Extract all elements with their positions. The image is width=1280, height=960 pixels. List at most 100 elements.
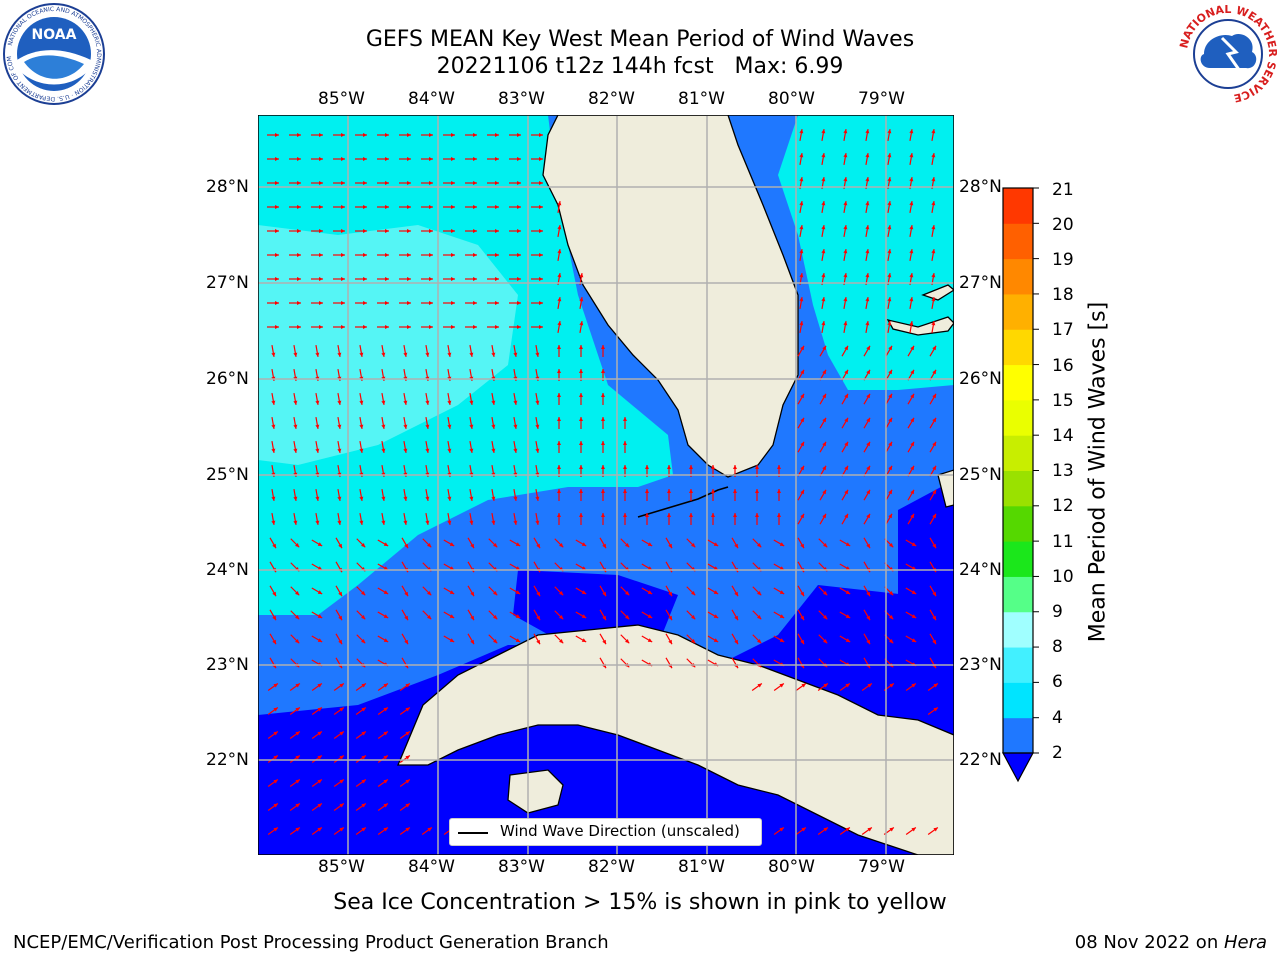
- lon-label-top: 79°W: [858, 89, 905, 109]
- colorbar-segment: [1003, 329, 1033, 366]
- colorbar-segment: [1003, 647, 1033, 683]
- wind-arrow-head: [338, 639, 342, 645]
- wind-arrow-head: [319, 277, 323, 281]
- wind-arrow-head: [381, 496, 386, 501]
- wind-arrow-head: [800, 417, 804, 423]
- wind-arrow-head: [579, 465, 583, 469]
- wind-arrow-head: [319, 157, 323, 161]
- wind-arrow-head: [647, 614, 653, 618]
- wind-arrow-head: [363, 205, 367, 209]
- wind-arrow-head: [319, 133, 323, 137]
- wind-arrow-head: [383, 755, 388, 760]
- wind-arrow-head: [757, 543, 762, 548]
- wind-arrow-head: [667, 489, 671, 493]
- wind-arrow-head: [800, 489, 804, 495]
- noaa-logo-text: NOAA: [32, 27, 77, 43]
- wind-arrow-head: [865, 129, 870, 134]
- lat-label-left: 22°N: [206, 750, 249, 770]
- wind-arrow-head: [517, 277, 521, 281]
- wind-arrow-head: [337, 424, 342, 429]
- wind-arrow-head: [315, 448, 320, 453]
- wind-arrow-head: [403, 448, 408, 453]
- wind-arrow-head: [539, 181, 543, 185]
- wind-arrow-head: [668, 615, 672, 621]
- wind-arrow-head: [579, 321, 584, 326]
- wind-arrow-head: [909, 177, 914, 182]
- wind-arrow-head: [557, 417, 561, 421]
- wind-arrow-head: [293, 424, 298, 429]
- wind-arrow-head: [447, 352, 452, 357]
- map-layers: [258, 115, 954, 855]
- wind-arrow-head: [293, 400, 298, 405]
- wind-arrow-head: [385, 253, 389, 257]
- bahamas-islands: [886, 284, 954, 508]
- wind-arrow-head: [495, 229, 499, 233]
- wind-arrow-head: [843, 201, 848, 206]
- wind-arrow-head: [429, 181, 433, 185]
- wind-arrow-head: [911, 827, 916, 832]
- wind-arrow-head: [866, 465, 870, 471]
- wind-arrow-head: [451, 205, 455, 209]
- wind-arrow-head: [539, 229, 543, 233]
- wind-arrow-head: [469, 520, 474, 525]
- wind-arrow-head: [385, 133, 389, 137]
- wind-arrow-head: [777, 513, 781, 517]
- wind-arrow-head: [911, 566, 917, 570]
- wind-arrow-head: [361, 639, 366, 644]
- wind-arrow-head: [601, 369, 605, 373]
- wind-arrow-head: [317, 614, 323, 618]
- colorbar-tick: 16: [1052, 356, 1074, 376]
- dark-blue-east-field: [898, 480, 954, 705]
- wind-arrow-head: [711, 513, 715, 517]
- wind-arrow-head: [513, 496, 518, 501]
- wind-arrow-head: [405, 683, 410, 688]
- wind-arrow-head: [932, 639, 936, 645]
- wind-arrow-head: [451, 181, 455, 185]
- colorbar-tick: 9: [1052, 602, 1063, 622]
- wind-arrow-head: [429, 229, 433, 233]
- wind-arrow-head: [473, 181, 477, 185]
- wind-arrow-head: [361, 707, 366, 712]
- wind-arrow-head: [315, 496, 320, 501]
- lat-lon-grid: [258, 115, 954, 855]
- wind-arrow-head: [843, 249, 848, 254]
- wind-arrow-head: [932, 417, 936, 423]
- wind-arrow-head: [315, 424, 320, 429]
- lon-label-bottom: 79°W: [858, 857, 905, 877]
- wind-arrow-head: [271, 424, 276, 429]
- wind-arrow-head: [800, 393, 804, 399]
- wind-arrow-head: [536, 615, 540, 621]
- wind-arrow-head: [559, 615, 564, 620]
- wind-arrow-head: [866, 441, 870, 447]
- wind-arrow-head: [821, 273, 826, 278]
- wind-arrow-head: [932, 465, 936, 471]
- colorbar: [1001, 187, 1039, 783]
- wind-arrow-head: [337, 400, 342, 405]
- wind-arrow-head: [866, 615, 870, 621]
- wind-arrow-head: [359, 448, 364, 453]
- wind-arrow-head: [623, 513, 627, 517]
- wind-arrow-head: [469, 400, 474, 405]
- wind-arrow-head: [317, 755, 322, 760]
- wind-arrow-head: [559, 639, 564, 644]
- wind-arrow-head: [865, 273, 870, 278]
- wind-arrow-head: [295, 731, 300, 736]
- wind-arrow-head: [887, 321, 892, 326]
- wind-arrow-head: [297, 325, 301, 329]
- wind-arrow-head: [557, 489, 561, 493]
- wind-arrow-head: [539, 325, 543, 329]
- wind-arrow-head: [843, 153, 848, 158]
- colorbar-tick: 8: [1052, 637, 1063, 657]
- wind-arrow-head: [275, 157, 279, 161]
- wind-arrow-head: [757, 683, 762, 688]
- map-title-line1: GEFS MEAN Key West Mean Period of Wind W…: [365, 27, 915, 52]
- wind-arrow-head: [823, 543, 828, 548]
- wind-arrow-head: [383, 827, 388, 832]
- wind-arrow-head: [823, 639, 828, 644]
- wind-arrow-head: [601, 513, 605, 517]
- colorbar-segment: [1003, 682, 1033, 719]
- nws-logo-icon: NATIONAL WEATHER SERVICE: [1177, 3, 1279, 105]
- wind-arrow-head: [447, 520, 452, 525]
- lat-label-right: 22°N: [959, 750, 1002, 770]
- wind-arrow-head: [668, 543, 672, 549]
